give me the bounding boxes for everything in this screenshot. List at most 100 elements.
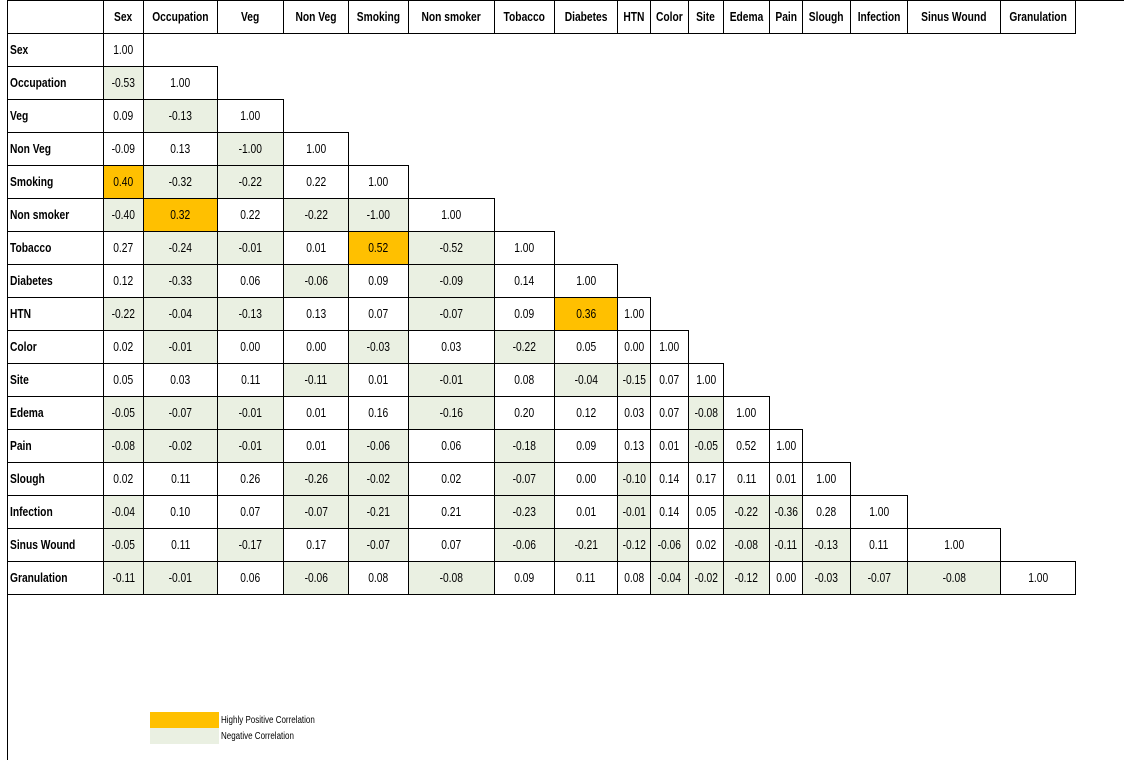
matrix-cell: -0.11 <box>768 528 804 562</box>
matrix-cell: -0.22 <box>216 165 284 199</box>
matrix-cell: -0.11 <box>103 561 144 595</box>
empty-cell <box>617 265 651 298</box>
matrix-cell: 0.09 <box>347 264 409 298</box>
matrix-cell: -0.21 <box>553 528 618 562</box>
matrix-cell: 0.01 <box>282 396 349 430</box>
row-header: Granulation <box>7 561 104 595</box>
column-header: Granulation <box>999 0 1077 34</box>
legend-item-highly-positive: Highly Positive Correlation <box>150 712 338 728</box>
table-row: Smoking 0.40 -0.32 -0.22 0.22 1.00 <box>7 165 1076 199</box>
matrix-cell: 1.00 <box>616 297 652 331</box>
empty-cell <box>803 397 850 430</box>
empty-cell <box>723 67 769 100</box>
matrix-cell: -1.00 <box>216 132 284 166</box>
empty-cell <box>494 199 554 232</box>
matrix-cell: 0.05 <box>553 330 618 364</box>
empty-cell <box>850 265 907 298</box>
matrix-cell: 0.13 <box>616 429 652 463</box>
empty-cell <box>494 133 554 166</box>
matrix-cell: -0.06 <box>493 528 555 562</box>
matrix-cell: 1.00 <box>103 33 144 67</box>
matrix-cell: 0.01 <box>282 429 349 463</box>
matrix-cell: 0.32 <box>143 198 218 232</box>
empty-cell <box>769 67 803 100</box>
matrix-cell: -0.08 <box>722 528 770 562</box>
empty-cell <box>1000 496 1075 529</box>
matrix-cell: -0.03 <box>347 330 409 364</box>
empty-cell <box>554 100 617 133</box>
column-header: Sex <box>103 0 144 34</box>
matrix-cell: 0.13 <box>143 132 218 166</box>
empty-cell <box>1000 463 1075 496</box>
matrix-cell: -0.11 <box>282 363 349 397</box>
matrix-cell: -0.23 <box>493 495 555 529</box>
empty-cell <box>617 34 651 67</box>
empty-cell <box>723 34 769 67</box>
empty-cell <box>1000 67 1075 100</box>
empty-cell <box>1000 34 1075 67</box>
matrix-cell: 0.20 <box>493 396 555 430</box>
matrix-cell: -0.12 <box>722 561 770 595</box>
empty-cell <box>554 67 617 100</box>
empty-cell <box>907 397 1000 430</box>
matrix-cell: 0.52 <box>722 429 770 463</box>
matrix-cell: 0.07 <box>407 528 495 562</box>
empty-cell <box>769 232 803 265</box>
empty-cell <box>723 199 769 232</box>
empty-cell <box>769 34 803 67</box>
matrix-cell: -0.06 <box>347 429 409 463</box>
matrix-cell: 1.00 <box>722 396 770 430</box>
empty-cell <box>554 34 617 67</box>
empty-cell <box>617 67 651 100</box>
header-row: Sex Occupation Veg Non Veg Smoking Non smoker… <box>7 0 1077 34</box>
column-header: Site <box>687 0 724 34</box>
matrix-cell: -0.07 <box>282 495 349 529</box>
matrix-cell: 0.36 <box>553 297 618 331</box>
matrix-cell: -0.32 <box>143 165 218 199</box>
empty-cell <box>850 232 907 265</box>
matrix-cell: -0.02 <box>347 462 409 496</box>
matrix-cell: 0.02 <box>687 528 724 562</box>
matrix-cell: 0.05 <box>103 363 144 397</box>
legend-swatch-negative <box>150 728 219 744</box>
column-header: Tobacco <box>493 0 555 34</box>
empty-cell <box>1000 199 1075 232</box>
matrix-cell: 0.00 <box>216 330 284 364</box>
matrix-cell: 0.06 <box>216 264 284 298</box>
matrix-cell: 0.12 <box>103 264 144 298</box>
matrix-cell: 0.07 <box>650 396 689 430</box>
matrix-cell: -0.15 <box>616 363 652 397</box>
matrix-cell: 0.28 <box>802 495 851 529</box>
empty-cell <box>283 34 348 67</box>
table-row: Sinus Wound -0.05 0.11 -0.17 0.17 -0.07 0.07 -0… <box>7 528 1076 562</box>
matrix-cell: 0.01 <box>650 429 689 463</box>
matrix-cell: 0.07 <box>216 495 284 529</box>
empty-cell <box>803 364 850 397</box>
empty-cell <box>769 298 803 331</box>
empty-cell <box>907 430 1000 463</box>
matrix-cell: -0.13 <box>143 99 218 133</box>
table-row: Occupation -0.53 1.00 <box>7 66 1076 100</box>
empty-cell <box>1000 265 1075 298</box>
empty-cell <box>688 166 723 199</box>
matrix-cell: -0.01 <box>216 429 284 463</box>
matrix-cell: 0.09 <box>103 99 144 133</box>
empty-cell <box>688 100 723 133</box>
empty-cell <box>803 298 850 331</box>
matrix-cell: -0.26 <box>282 462 349 496</box>
empty-cell <box>554 133 617 166</box>
empty-cell <box>554 166 617 199</box>
matrix-cell: -0.03 <box>802 561 851 595</box>
row-header: Non smoker <box>7 198 104 232</box>
matrix-cell: 0.00 <box>616 330 652 364</box>
empty-cell <box>850 166 907 199</box>
matrix-cell: 0.52 <box>347 231 409 265</box>
empty-cell <box>803 34 850 67</box>
legend-label: Highly Positive Correlation <box>221 714 315 726</box>
matrix-cell: 0.01 <box>553 495 618 529</box>
table-row: Tobacco 0.27 -0.24 -0.01 0.01 0.52 -0.52 1.00 <box>7 231 1076 265</box>
table-row: Edema -0.05 -0.07 -0.01 0.01 0.16 -0.16 0.20 0.1… <box>7 396 1076 430</box>
matrix-cell: 0.09 <box>493 561 555 595</box>
row-header: Sex <box>7 33 104 67</box>
matrix-cell: 0.12 <box>553 396 618 430</box>
